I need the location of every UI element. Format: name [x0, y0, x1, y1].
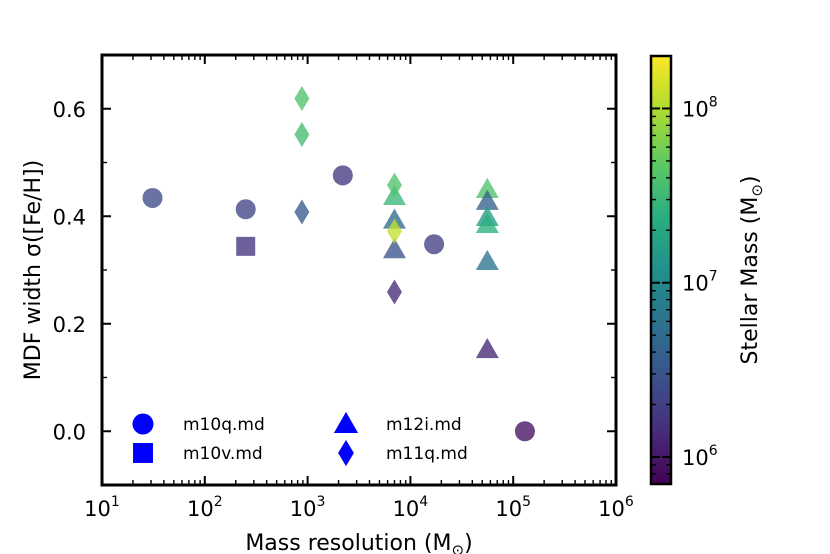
- colorbar-label: Stellar Mass (M⊙): [738, 176, 766, 365]
- axis-ticks: 101 102 103 104 105 106 0.0 0.2 0.4 0.6: [53, 54, 634, 521]
- data-point-triangle: [382, 238, 406, 259]
- data-point-triangle: [475, 212, 499, 233]
- colorbar-ticks: 106 107 108: [651, 55, 718, 485]
- legend-marker-circle: [132, 413, 154, 435]
- legend-marker-square: [133, 443, 153, 463]
- colorbar: [649, 54, 673, 486]
- colorbar-tick-label: 108: [682, 94, 718, 121]
- data-point-diamond: [386, 279, 402, 305]
- data-point-diamond: [386, 172, 402, 198]
- data-point-circle: [514, 421, 535, 442]
- data-point-diamond: [294, 122, 310, 148]
- data-point-diamond: [294, 86, 310, 112]
- y-tick-label: 0.4: [53, 205, 86, 229]
- y-tick-label: 0.0: [53, 420, 86, 444]
- x-tick-label: 103: [290, 494, 326, 521]
- legend-label: m10v.md: [183, 444, 263, 464]
- data-point-diamond: [294, 199, 310, 225]
- legend-label: m10q.md: [183, 415, 265, 435]
- data-point-circle: [235, 199, 256, 220]
- data-point-triangle: [475, 189, 499, 210]
- data-point-triangle: [475, 177, 499, 198]
- data-point-square: [236, 236, 256, 256]
- data-point-diamond: [386, 218, 402, 244]
- legend: m10q.md m10v.md m12i.md m11q.md: [132, 411, 468, 467]
- x-tick-label: 106: [598, 494, 634, 521]
- x-tick-label: 104: [393, 494, 429, 521]
- colorbar-tick-label: 106: [682, 443, 718, 470]
- data-point-triangle: [475, 249, 499, 271]
- data-points: [142, 86, 535, 442]
- legend-label: m11q.md: [386, 444, 468, 464]
- x-tick-label: 102: [187, 494, 223, 521]
- legend-marker-triangle: [333, 411, 359, 434]
- data-point-circle: [332, 165, 353, 186]
- data-point-circle: [424, 234, 445, 255]
- legend-label: m12i.md: [386, 415, 462, 435]
- data-point-triangle: [382, 208, 406, 229]
- legend-marker-diamond: [338, 439, 354, 467]
- data-point-triangle: [475, 338, 499, 359]
- colorbar-tick-label: 107: [682, 269, 718, 296]
- y-tick-label: 0.6: [53, 98, 86, 122]
- plot-frame: [100, 53, 618, 487]
- y-tick-label: 0.2: [53, 313, 86, 337]
- data-point-circle: [142, 187, 163, 208]
- x-tick-label: 101: [84, 494, 120, 521]
- x-tick-label: 105: [495, 494, 531, 521]
- y-axis-label: MDF width σ([Fe/H]): [21, 160, 46, 380]
- x-axis-label: Mass resolution (M⊙): [245, 531, 472, 554]
